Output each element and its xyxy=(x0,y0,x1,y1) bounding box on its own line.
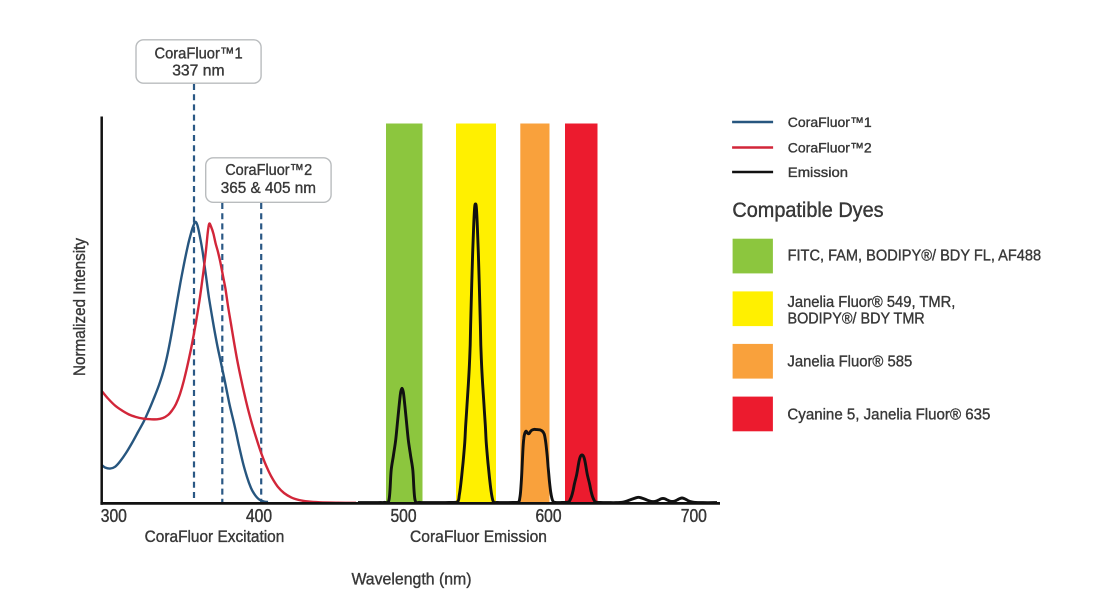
svg-text:500: 500 xyxy=(390,505,416,526)
svg-text:Compatible Dyes: Compatible Dyes xyxy=(732,199,883,222)
svg-text:600: 600 xyxy=(535,505,561,526)
svg-text:Janelia Fluor® 549, TMR,: Janelia Fluor® 549, TMR, xyxy=(788,294,956,311)
svg-text:FITC, FAM, BODIPY®/ BDY FL, AF: FITC, FAM, BODIPY®/ BDY FL, AF488 xyxy=(788,248,1042,265)
svg-text:CoraFluor™2: CoraFluor™2 xyxy=(788,139,872,155)
svg-text:CoraFluor Emission: CoraFluor Emission xyxy=(410,527,547,546)
svg-text:CoraFluor™1: CoraFluor™1 xyxy=(154,45,242,62)
svg-text:CoraFluor™1: CoraFluor™1 xyxy=(788,114,872,130)
svg-text:365 & 405 nm: 365 & 405 nm xyxy=(221,180,316,197)
svg-text:337 nm: 337 nm xyxy=(172,62,224,79)
svg-text:BODIPY®/ BDY TMR: BODIPY®/ BDY TMR xyxy=(788,311,925,328)
svg-text:Wavelength (nm): Wavelength (nm) xyxy=(351,570,471,589)
svg-text:CoraFluor™2: CoraFluor™2 xyxy=(225,162,312,179)
svg-text:Normalized Intensity: Normalized Intensity xyxy=(70,238,89,376)
svg-text:Emission: Emission xyxy=(788,164,848,180)
svg-text:400: 400 xyxy=(246,505,272,526)
svg-text:700: 700 xyxy=(681,505,707,526)
svg-text:CoraFluor Excitation: CoraFluor Excitation xyxy=(145,527,285,546)
svg-text:Janelia Fluor® 585: Janelia Fluor® 585 xyxy=(787,354,912,371)
svg-text:Cyanine 5, Janelia Fluor® 635: Cyanine 5, Janelia Fluor® 635 xyxy=(787,407,990,424)
svg-text:300: 300 xyxy=(101,505,127,526)
